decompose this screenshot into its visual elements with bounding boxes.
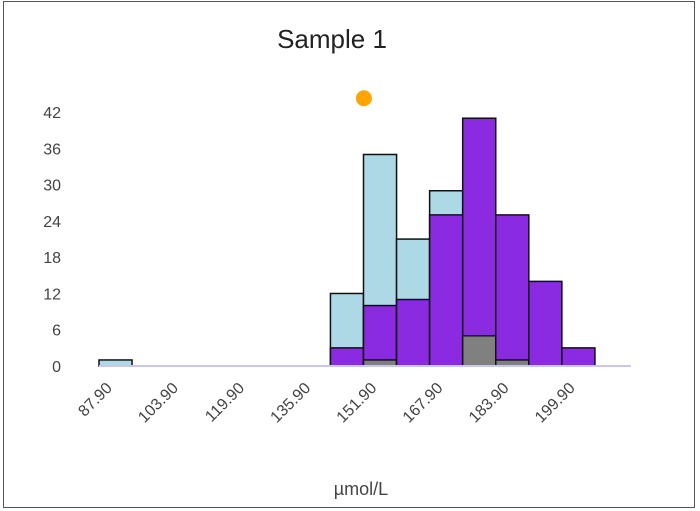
histogram-bar [362, 304, 398, 367]
x-tick-label: 183.90 [466, 380, 513, 427]
x-tick-label: 87.90 [75, 380, 115, 420]
y-tick-label: 42 [43, 105, 61, 122]
histogram-chart: Sample 1 0 6 12 18 24 30 36 42 87.90 103.90 119.9… [43, 24, 631, 499]
x-tick-label: 199.90 [532, 380, 579, 427]
x-tick-label: 135.90 [268, 380, 315, 427]
histogram-bar [395, 298, 431, 367]
y-tick-label: 6 [52, 323, 61, 340]
chart-title: Sample 1 [277, 24, 387, 54]
x-tick-label: 167.90 [400, 380, 447, 427]
y-tick-label: 36 [43, 141, 61, 158]
y-axis-ticks: 0 6 12 18 24 30 36 42 [43, 105, 61, 376]
chart-frame: Sample 1 0 6 12 18 24 30 36 42 87.90 103.90 119.9… [3, 1, 695, 508]
x-tick-label: 151.90 [334, 380, 381, 427]
y-tick-label: 12 [43, 286, 61, 303]
histogram-bars [98, 117, 596, 367]
y-tick-label: 24 [43, 214, 61, 231]
y-tick-label: 30 [43, 178, 61, 195]
histogram-bar [495, 214, 530, 367]
y-tick-label: 18 [43, 250, 61, 267]
histogram-bar [528, 280, 563, 367]
histogram-bar [329, 347, 365, 367]
y-tick-label: 0 [52, 359, 61, 376]
sample-marker [355, 90, 372, 107]
x-tick-label: 103.90 [135, 380, 182, 427]
histogram-bar [461, 335, 497, 367]
x-axis-ticks: 87.90 103.90 119.90 135.90 151.90 167.90 183.9… [75, 380, 578, 427]
histogram-bar [428, 214, 464, 367]
histogram-bar [461, 117, 497, 367]
x-axis-label: µmol/L [334, 479, 388, 499]
x-tick-label: 119.90 [202, 380, 248, 426]
histogram-bar [561, 347, 596, 367]
